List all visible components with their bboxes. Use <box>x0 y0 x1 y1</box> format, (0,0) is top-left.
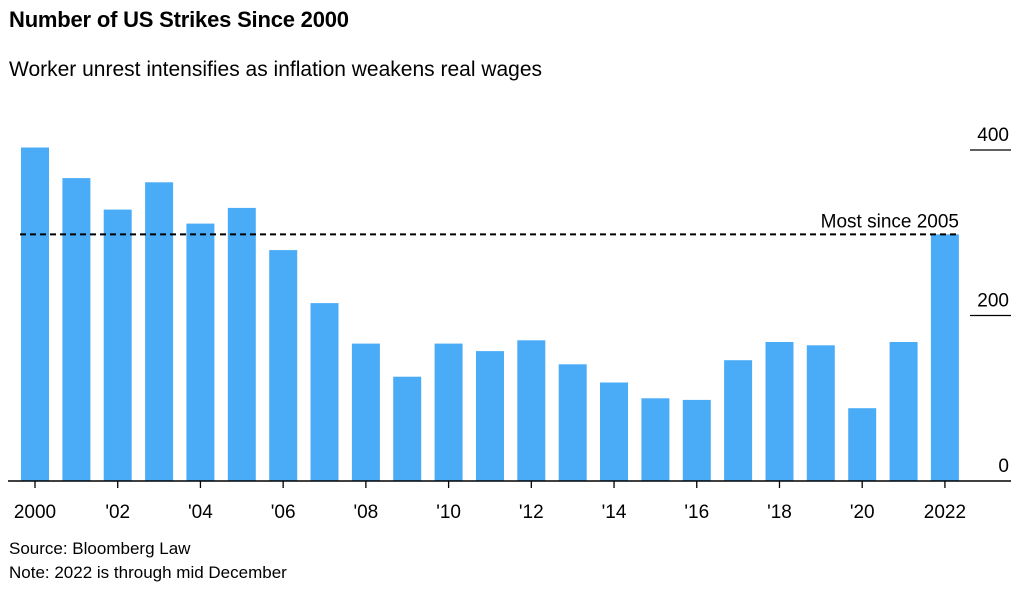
x-tick-label-2014: '14 <box>602 502 627 523</box>
x-tick-label-2022: 2022 <box>924 502 966 523</box>
bar-2017 <box>724 360 753 481</box>
x-tick-label-2006: '06 <box>271 502 296 523</box>
x-tick-label-2008: '08 <box>353 502 378 523</box>
bar-2003 <box>145 182 174 482</box>
bar-2019 <box>806 345 835 481</box>
y-tick-label-200: 200 <box>977 291 1009 312</box>
y-tick-label-400: 400 <box>977 125 1009 146</box>
bar-2021 <box>889 342 918 481</box>
bar-2012 <box>517 340 546 481</box>
source-note: Source: Bloomberg Law <box>9 539 191 558</box>
bar-2001 <box>62 178 91 481</box>
bar-2013 <box>558 364 587 481</box>
x-tick-label-2000: 2000 <box>14 502 56 523</box>
bar-2016 <box>682 399 711 481</box>
reference-line-label: Most since 2005 <box>821 211 959 232</box>
bar-2009 <box>393 376 422 481</box>
chart-title: Number of US Strikes Since 2000 <box>9 7 349 32</box>
bar-2002 <box>103 209 132 481</box>
bar-2011 <box>476 351 504 481</box>
x-tick-label-2002: '02 <box>105 502 130 523</box>
bar-2008 <box>351 343 380 481</box>
bar-2000 <box>21 147 49 481</box>
bar-2010 <box>434 343 463 481</box>
x-tick-label-2016: '16 <box>684 502 709 523</box>
footnote: Note: 2022 is through mid December <box>9 563 287 582</box>
chart-subtitle: Worker unrest intensifies as inflation w… <box>9 58 543 81</box>
x-tick-label-2010: '10 <box>436 502 461 523</box>
bar-2020 <box>848 408 877 481</box>
x-tick-label-2004: '04 <box>188 502 213 523</box>
x-tick-label-2020: '20 <box>850 502 875 523</box>
bar-2014 <box>600 382 628 481</box>
bar-2004 <box>186 223 215 481</box>
bar-2018 <box>765 342 794 481</box>
bar-2022 <box>930 234 959 481</box>
bar-2005 <box>227 207 256 481</box>
x-tick-label-2018: '18 <box>767 502 792 523</box>
y-tick-label-0: 0 <box>998 456 1009 477</box>
bar-2015 <box>641 398 670 482</box>
bar-2007 <box>310 303 339 481</box>
bar-2006 <box>269 250 298 481</box>
x-tick-label-2012: '12 <box>519 502 544 523</box>
